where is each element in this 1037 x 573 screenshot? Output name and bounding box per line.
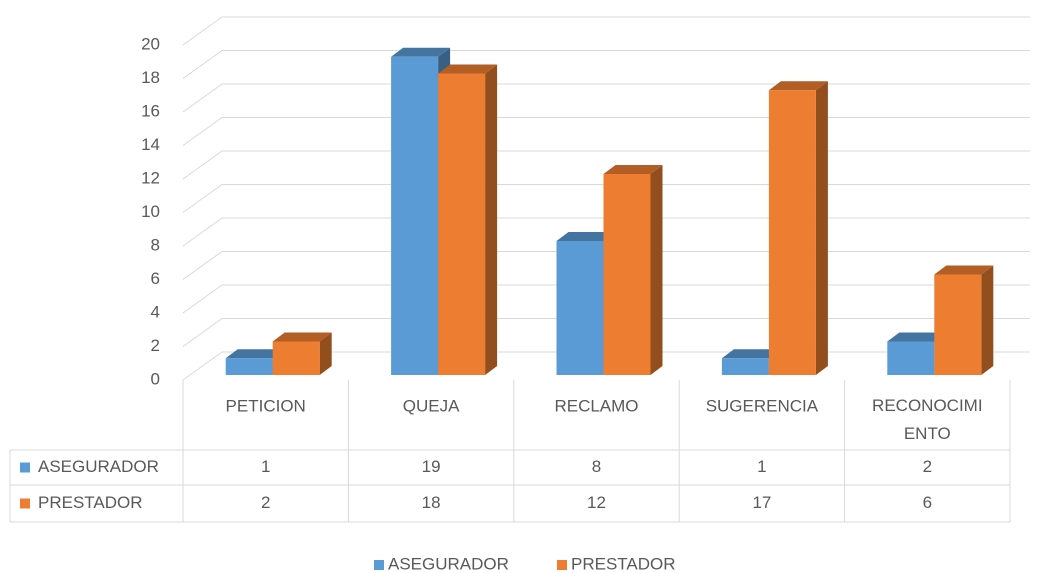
y-tick-label: 14 (141, 135, 160, 154)
category-label-line: RECONOCIMI (872, 396, 983, 415)
bar-side (319, 332, 332, 375)
table-value: 2 (923, 457, 932, 476)
bar-top (768, 81, 828, 91)
series-label: PRESTADOR (38, 493, 143, 512)
bar-top (603, 165, 663, 174)
table-value: 1 (757, 457, 766, 476)
bar (934, 265, 994, 375)
y-tick-label: 6 (151, 269, 160, 288)
y-tick-label: 8 (151, 235, 160, 254)
legend-label: ASEGURADOR (388, 554, 509, 573)
table-value: 19 (422, 457, 441, 476)
category-label-line: ENTO (904, 424, 951, 443)
y-tick-label: 16 (141, 101, 160, 120)
bar-front (438, 73, 486, 375)
grid-line (182, 318, 1030, 347)
bar (272, 332, 332, 375)
bar-front (934, 274, 982, 375)
bar-front (721, 358, 769, 375)
grid-line (182, 117, 1030, 146)
bar-front (391, 56, 439, 375)
bar (225, 349, 285, 375)
y-tick-label: 0 (151, 369, 160, 388)
legend-key (20, 462, 30, 473)
y-tick-label: 20 (141, 34, 160, 53)
table-value: 12 (587, 493, 606, 512)
legend-label: PRESTADOR (571, 554, 676, 573)
grid-line (182, 50, 1030, 79)
bar-front (603, 174, 651, 375)
legend-key (557, 560, 567, 570)
table-value: 1 (261, 457, 270, 476)
bar-front (556, 241, 604, 375)
bar (438, 64, 498, 375)
category-label: RECLAMO (554, 396, 638, 415)
bar-top (438, 64, 498, 74)
table-value: 2 (261, 493, 270, 512)
bar-front (272, 341, 320, 375)
y-tick-label: 2 (151, 336, 160, 355)
category-label: RECONOCIMI ENTO (872, 396, 983, 443)
grid-line (182, 217, 1030, 247)
bar-side (815, 81, 828, 375)
y-tick-label: 12 (141, 168, 160, 187)
bar-side (650, 165, 663, 375)
y-tick-label: 10 (141, 202, 160, 221)
bar-top (934, 265, 994, 275)
category-label: QUEJA (403, 396, 460, 415)
table-value: 8 (592, 457, 601, 476)
bar-side (981, 265, 994, 375)
grid-line (182, 83, 1030, 113)
table-value: 6 (923, 493, 932, 512)
grid-line (182, 184, 1030, 213)
legend-key (374, 560, 384, 570)
series-label: ASEGURADOR (38, 457, 159, 476)
y-tick-label: 18 (141, 68, 160, 87)
bar-top (887, 332, 947, 342)
bar-front (225, 358, 273, 375)
grid-line (182, 150, 1030, 180)
y-tick-label: 4 (151, 302, 160, 321)
category-label: PETICION (226, 396, 306, 415)
grid-line (182, 284, 1030, 314)
grid-line (182, 16, 1030, 46)
bar (603, 165, 663, 375)
grid-line (182, 251, 1030, 280)
bar-top (225, 349, 285, 359)
table-value: 18 (422, 493, 441, 512)
bar-top (272, 332, 332, 342)
bar-front (887, 341, 935, 375)
category-label: SUGERENCIA (706, 396, 819, 415)
bar (768, 81, 828, 375)
bar-front (768, 90, 816, 375)
bar-side (485, 64, 498, 375)
bar-top (556, 232, 616, 241)
bar-top (391, 47, 451, 57)
legend-key (20, 498, 30, 509)
bar-top (721, 349, 781, 359)
table-value: 17 (752, 493, 771, 512)
